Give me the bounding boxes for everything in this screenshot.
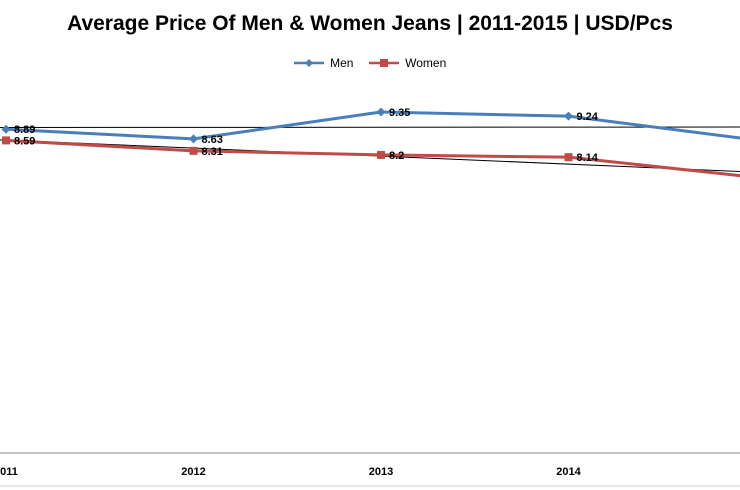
legend-marker-women xyxy=(368,59,399,68)
data-label-men: 8.89 xyxy=(14,124,35,136)
data-label-men: 9.35 xyxy=(389,107,410,119)
point-women xyxy=(189,146,198,155)
point-men xyxy=(1,124,11,134)
data-label-women: 8.14 xyxy=(577,152,599,164)
legend-entry-women: Women xyxy=(368,55,447,71)
x-tick-label: 2013 xyxy=(369,466,393,478)
data-label-women: 8.59 xyxy=(14,135,35,147)
series-line-women xyxy=(5,138,740,178)
legend-entry-men: Men xyxy=(293,55,354,71)
series-line-men xyxy=(5,110,740,141)
point-women xyxy=(377,150,385,159)
point-men xyxy=(376,107,386,117)
legend-label-women: Women xyxy=(405,56,447,71)
x-tick-label: 2011 xyxy=(0,466,18,478)
point-women xyxy=(2,136,10,145)
legend-label-men: Men xyxy=(330,56,354,71)
x-tick-label: 2014 xyxy=(556,466,581,478)
data-label-women: 8.31 xyxy=(202,146,223,158)
data-label-men: 9.24 xyxy=(577,111,599,123)
data-label-men: 8.63 xyxy=(202,134,223,146)
legend-marker-men xyxy=(293,59,324,68)
x-tick-label: 2012 xyxy=(181,466,205,478)
legend: Men Women xyxy=(0,55,740,70)
point-men xyxy=(564,111,573,121)
point-men xyxy=(189,134,198,144)
point-women xyxy=(564,153,573,162)
chart-title: Average Price Of Men & Women Jeans | 201… xyxy=(67,12,673,35)
data-label-women: 8.2 xyxy=(389,150,404,162)
